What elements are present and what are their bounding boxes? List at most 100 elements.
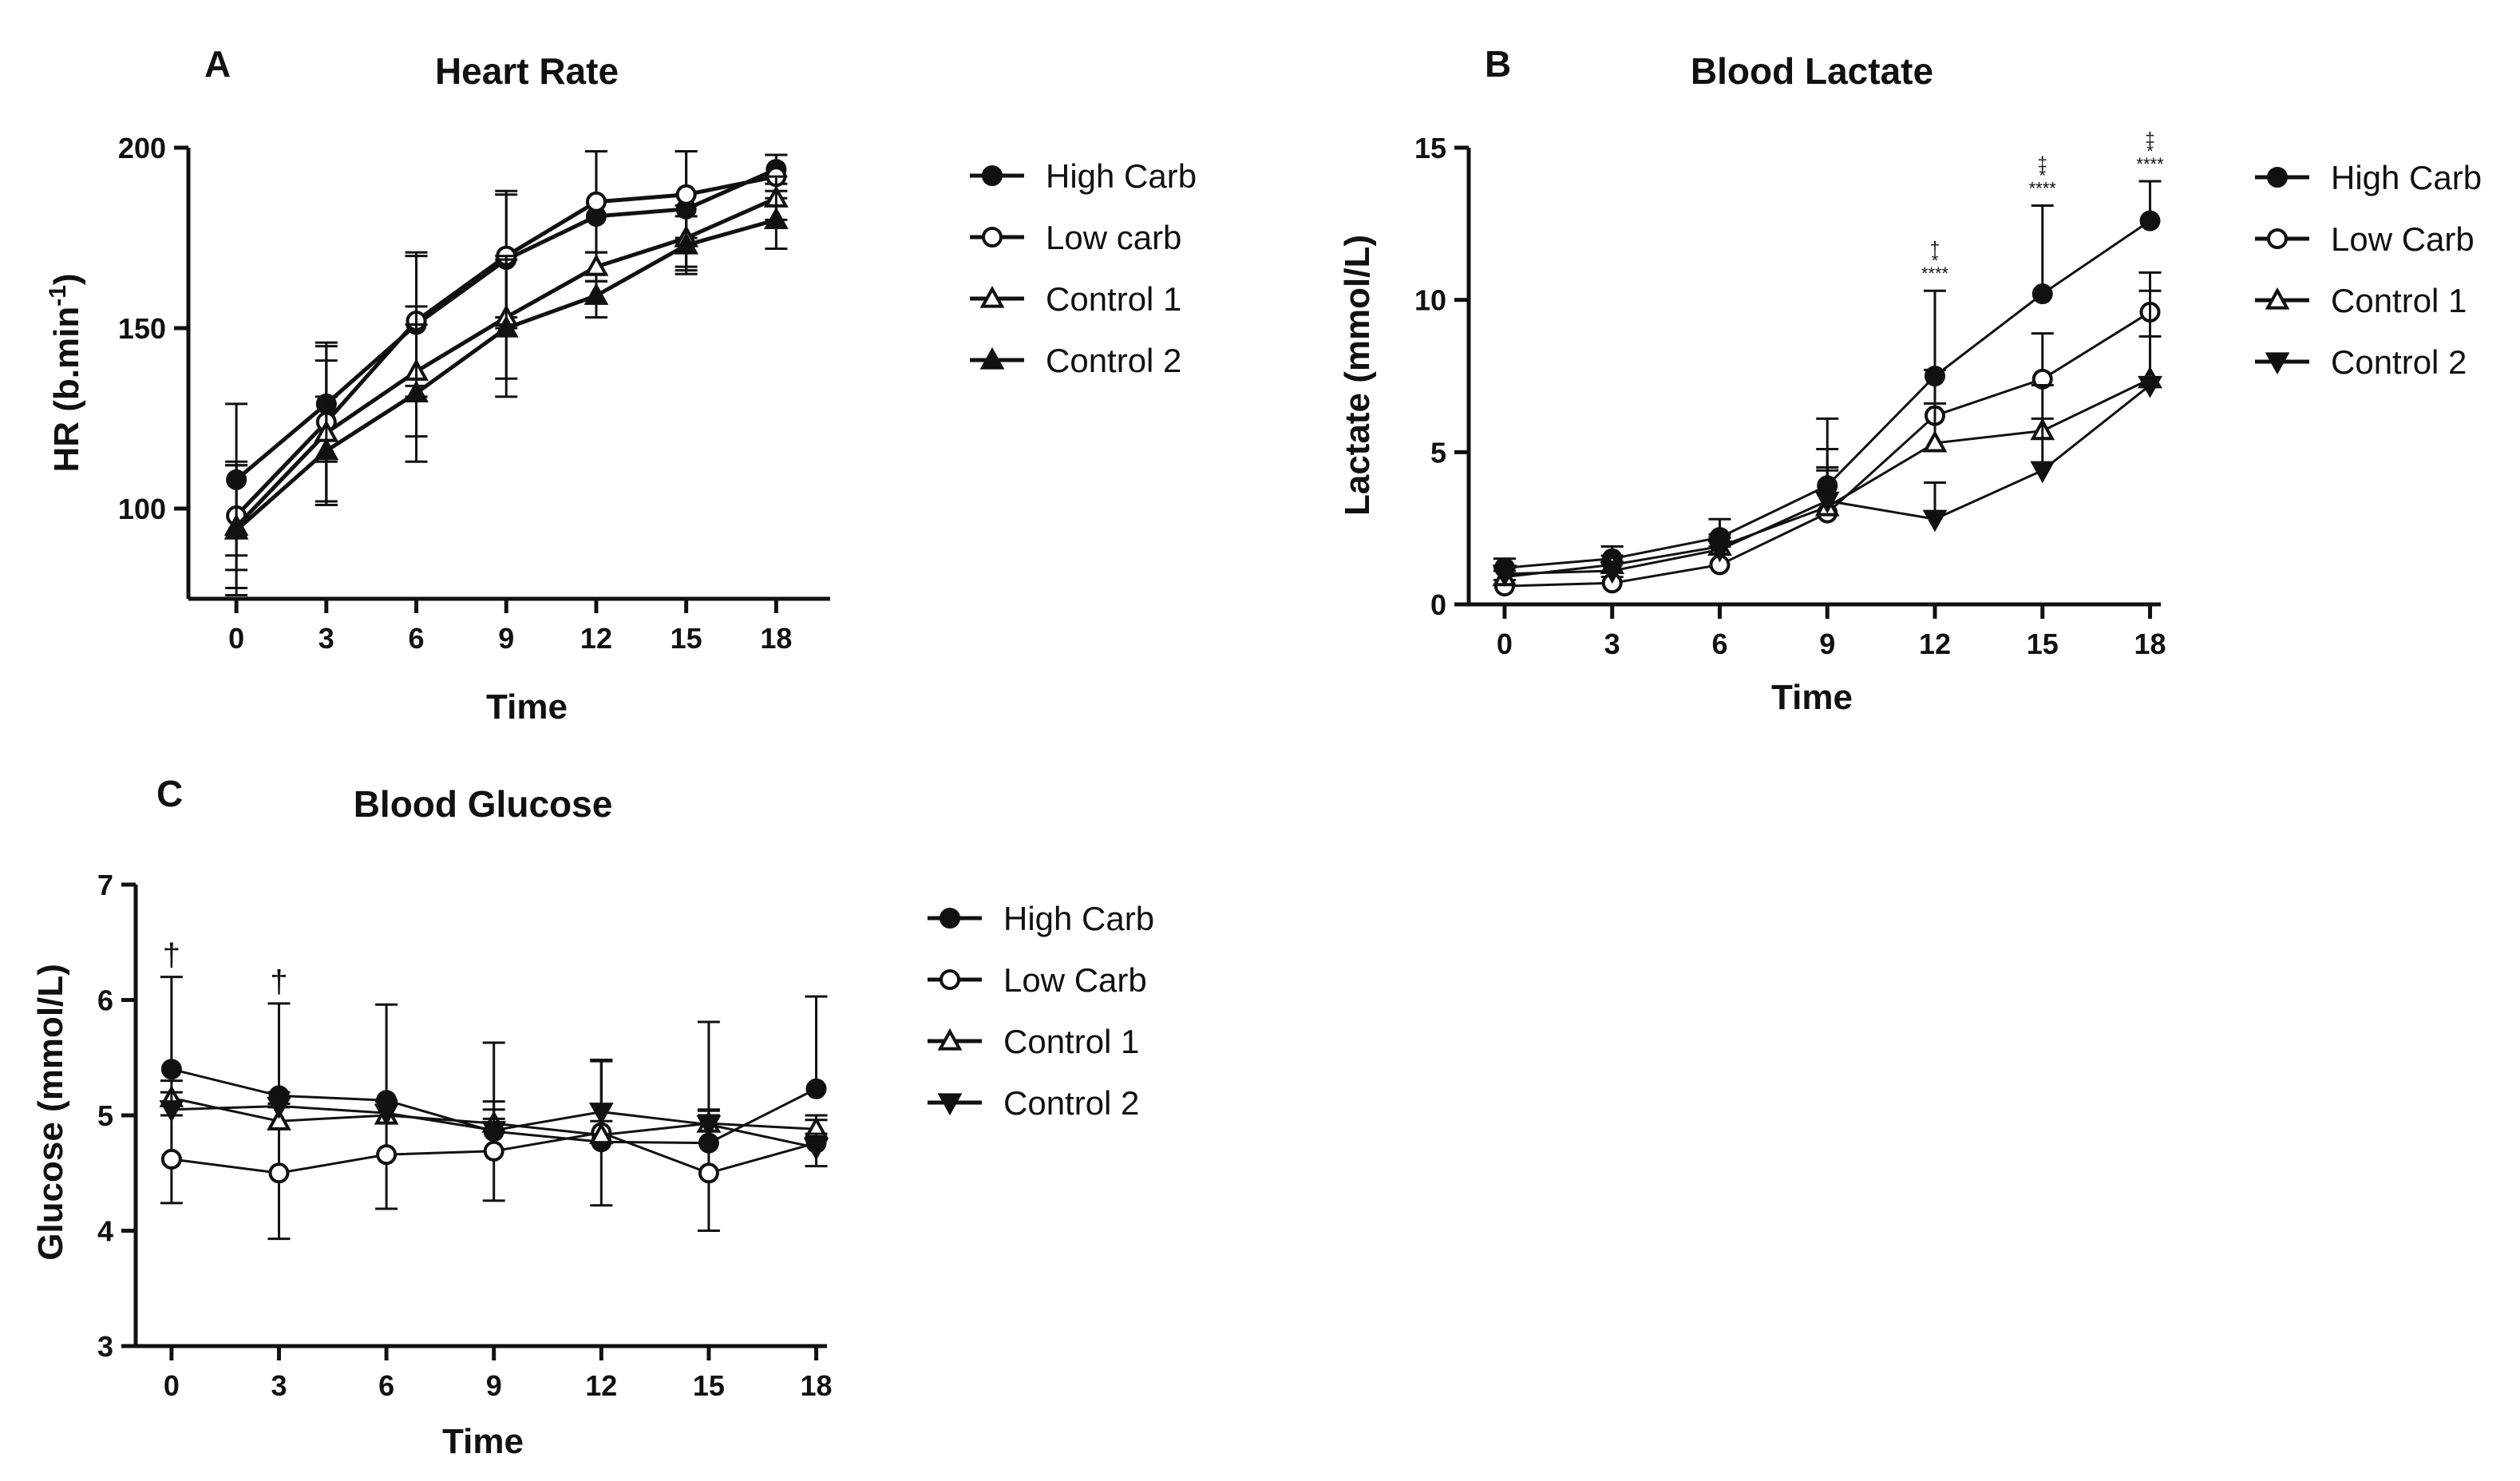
legend-item-high-carb: High Carb: [928, 900, 1154, 937]
chart-title: Heart Rate: [435, 50, 619, 92]
y-tick-label: 6: [97, 984, 113, 1017]
data-point: [763, 207, 789, 229]
data-point: [1814, 491, 1840, 514]
data-point: [588, 1103, 614, 1125]
data-point: [160, 1148, 182, 1170]
significance-mark: *: [1932, 251, 1939, 271]
data-point: [584, 283, 609, 305]
legend-label: Low Carb: [1003, 961, 1147, 999]
series-control-2: [159, 1059, 829, 1161]
panel-c: C Blood Glucose 0 3 6 9 12 15 18 3 4 5 6 7 Time Glucose…: [31, 773, 1154, 1461]
legend-label: Control 2: [2331, 343, 2467, 381]
data-point: [674, 232, 699, 255]
x-tick-label: 12: [580, 622, 612, 655]
x-tick-label: 0: [1497, 628, 1513, 660]
x-tick-label: 18: [2134, 628, 2166, 660]
legend-label: Control 1: [1046, 280, 1181, 318]
panel-letter: A: [204, 43, 231, 85]
significance-annotation: *****†: [1921, 238, 1949, 283]
x-tick-label: 0: [228, 622, 244, 655]
y-tick-label: 7: [97, 869, 113, 901]
legend-label: High Carb: [1003, 900, 1154, 937]
legend-item-high-carb: High Carb: [970, 157, 1197, 195]
chart-title: Blood Glucose: [354, 783, 613, 825]
x-axis-title: Time: [486, 687, 568, 727]
significance-mark: †: [1930, 238, 1940, 258]
y-tick-label: 15: [1414, 132, 1446, 164]
legend-item-low-carb: Low carb: [970, 219, 1181, 256]
data-point: [268, 1162, 290, 1184]
data-point: [2030, 461, 2055, 484]
data-point: [588, 1122, 614, 1145]
x-tick-label: 12: [585, 1369, 617, 1402]
series-control-2: [224, 189, 789, 596]
significance-annotation: *****‡: [2136, 129, 2164, 174]
legend-item-control-2: Control 2: [970, 342, 1181, 379]
x-tick-label: 15: [671, 622, 702, 655]
significance-mark: *: [2146, 141, 2154, 161]
y-tick-label: 200: [118, 132, 166, 164]
data-point: [267, 1108, 291, 1131]
x-tick-label: 18: [760, 622, 792, 655]
panel-letter: B: [1485, 43, 1511, 85]
legend-marker: [979, 346, 1005, 370]
legend-marker: [940, 908, 960, 929]
data-point: [493, 315, 519, 338]
significance-mark: ****: [2136, 154, 2164, 174]
significance-mark: ‡: [2038, 152, 2047, 172]
x-tick-label: 9: [498, 622, 514, 655]
legend-marker: [2267, 167, 2288, 188]
legend-label: Low carb: [1046, 219, 1181, 256]
legend-marker: [2267, 228, 2288, 249]
panel-letter: C: [156, 773, 183, 814]
y-tick-label: 150: [118, 312, 166, 345]
y-tick-label: 5: [1430, 436, 1446, 469]
y-tick-label: 0: [1430, 588, 1446, 621]
data-point: [2031, 283, 2053, 305]
x-tick-label: 18: [801, 1369, 833, 1402]
significance-annotation: †: [163, 938, 180, 973]
legend-marker: [2265, 287, 2290, 310]
legend-label: High Carb: [2331, 159, 2482, 196]
data-point: [267, 1096, 291, 1119]
significance-mark: †: [163, 938, 180, 973]
legend-label: Control 2: [1003, 1084, 1139, 1122]
x-tick-label: 12: [1919, 628, 1951, 660]
legend-marker: [982, 227, 1003, 247]
data-point: [698, 1162, 719, 1184]
legend-label: Control 1: [2331, 282, 2467, 319]
x-axis-title: Time: [442, 1422, 524, 1461]
y-axis-title-text: Lactate (mmol/L): [1338, 235, 1377, 516]
legend-marker: [979, 285, 1005, 308]
x-tick-label: 15: [2027, 628, 2059, 660]
significance-mark: †: [270, 964, 287, 1000]
data-point: [805, 1078, 827, 1099]
legend-marker: [937, 1028, 963, 1051]
data-point: [1600, 561, 1625, 584]
legend-label: Low Carb: [2331, 220, 2475, 258]
y-axis-title-text: Glucose (mmol/L): [31, 964, 70, 1261]
data-point: [481, 1121, 507, 1143]
legend-item-high-carb: High Carb: [2255, 159, 2482, 196]
legend-marker: [937, 1093, 963, 1116]
legend-marker: [982, 165, 1003, 186]
y-axis-title-superscript: -1: [45, 285, 71, 307]
legend-item-control-2: Control 2: [2255, 343, 2467, 381]
y-axis-title: HR (b.min-1): [45, 273, 86, 472]
data-point: [2139, 210, 2161, 232]
x-tick-label: 3: [1604, 628, 1620, 660]
data-point: [160, 1059, 182, 1080]
legend-label: Control 2: [1046, 342, 1181, 379]
data-point: [314, 438, 339, 461]
y-axis-title: Lactate (mmol/L): [1338, 235, 1377, 516]
legend-item-low-carb: Low Carb: [2255, 220, 2475, 258]
data-point: [376, 1144, 398, 1166]
x-tick-label: 3: [318, 622, 334, 655]
legend-marker: [2265, 352, 2290, 375]
data-point: [675, 184, 697, 205]
significance-mark: ****: [2029, 178, 2057, 198]
y-axis-title: Glucose (mmol/L): [31, 964, 70, 1261]
y-axis-title-close: ): [47, 273, 86, 285]
data-point: [404, 380, 429, 402]
